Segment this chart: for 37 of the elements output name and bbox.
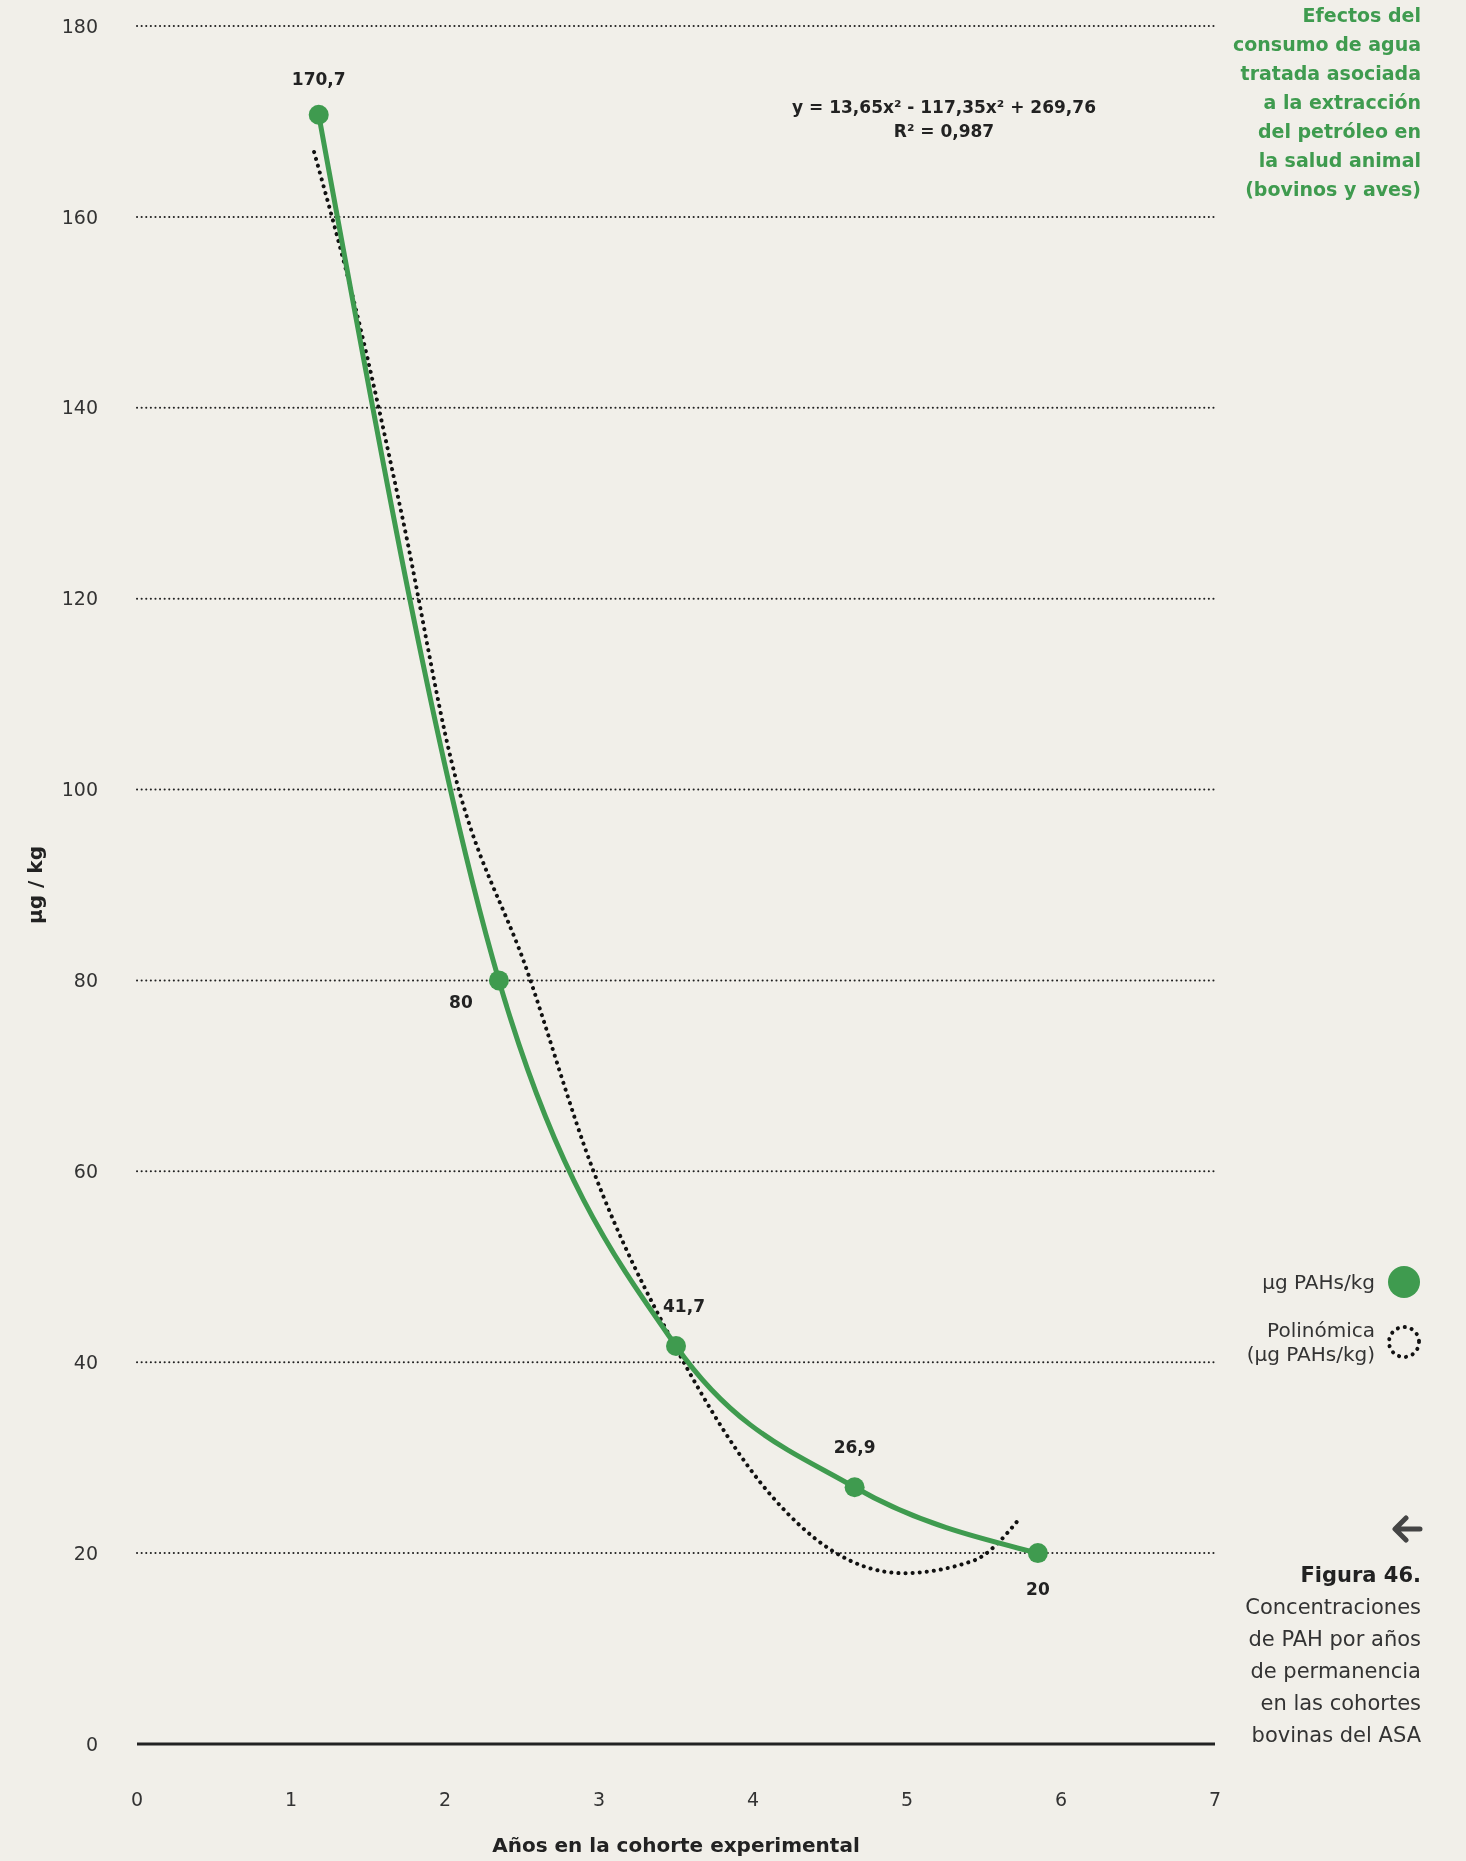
point	[488, 970, 509, 991]
y-tick-label: 20	[73, 1541, 98, 1564]
x-tick-label: 4	[746, 1788, 760, 1810]
y-tick-label: 160	[61, 205, 98, 228]
x-tick-label: 1	[284, 1788, 298, 1810]
point	[308, 104, 329, 125]
y-tick-label: 40	[73, 1350, 98, 1373]
y-tick-label: 120	[61, 587, 98, 610]
y-axis-title: µg / kg	[23, 846, 47, 924]
y-tick-label: 0	[85, 1732, 98, 1755]
x-tick-label: 3	[592, 1788, 606, 1810]
data-label: 41,7	[663, 1296, 705, 1316]
text: Figura 46.	[1300, 1563, 1421, 1587]
legend-label: µg PAHs/kg	[1262, 1270, 1375, 1294]
point	[844, 1477, 865, 1498]
annotation: R² = 0,987	[893, 121, 995, 141]
data-label: 26,9	[833, 1437, 876, 1458]
text: Concentraciones de PAH por años de permanencia en las cohortes bovinas del ASA	[1245, 1595, 1422, 1747]
y-tick-label: 60	[73, 1159, 98, 1182]
y-tick-label: 140	[61, 396, 98, 419]
point	[1027, 1543, 1048, 1564]
text: Efectos del consumo de agua tratada asociada a la extracción del petróleo en la salud animal (bovinos y aves)	[1232, 4, 1421, 200]
annotation: y = 13,65x² - 117,35x² + 269,76	[792, 97, 1096, 117]
point	[666, 1336, 686, 1356]
data-label: 20	[1026, 1579, 1050, 1600]
y-tick-label: 80	[73, 969, 98, 992]
data-label: 80	[449, 992, 473, 1013]
x-tick-label: 7	[1208, 1788, 1222, 1810]
x-tick-label: 0	[130, 1788, 144, 1810]
x-tick-label: 2	[438, 1788, 452, 1810]
data-label: 170,7	[291, 68, 346, 89]
y-tick-label: 180	[61, 14, 98, 37]
y-tick-label: 100	[61, 778, 98, 801]
x-tick-label: 5	[900, 1788, 914, 1810]
x-axis-title: Años en la cohorte experimental	[492, 1833, 860, 1857]
legend-label: Polinómica (µg PAHs/kg)	[1246, 1318, 1375, 1366]
x-tick-label: 6	[1054, 1788, 1068, 1810]
